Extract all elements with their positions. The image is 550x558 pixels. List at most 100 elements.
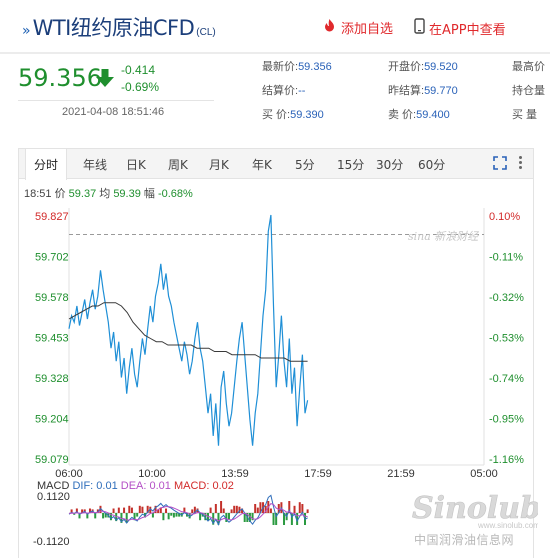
macd-y-tick-bottom: -0.1120	[33, 536, 70, 548]
macd-bar	[86, 513, 89, 519]
macd-bar	[188, 513, 191, 519]
tab-2[interactable]: 日K	[126, 158, 146, 172]
stat-item: 结算价:--	[262, 82, 305, 98]
sinolub-logo: Sinolub www.sinolub.com	[412, 491, 538, 530]
macd-bar	[288, 501, 291, 513]
macd-bar	[138, 505, 141, 513]
y-pct-tick-label: -0.11%	[489, 252, 523, 264]
macd-dea: DEA: 0.01	[121, 480, 174, 492]
stat-label: 昨结算:	[388, 85, 425, 97]
macd-bar	[306, 509, 309, 513]
stat-item: 买 价:59.390	[262, 106, 324, 122]
macd-bar	[104, 513, 107, 518]
macd-bar	[162, 513, 165, 521]
stat-label: 卖 价:	[388, 109, 417, 121]
change-value: -0.414	[121, 63, 156, 77]
macd-bar	[183, 507, 186, 513]
macd-bar	[290, 513, 293, 525]
macd-bar	[178, 513, 181, 517]
macd-bar	[235, 505, 238, 513]
tab-3[interactable]: 周K	[168, 158, 188, 172]
intraday-chart[interactable]: 59.827 0.10% 59.702 -0.11% 59.578 -0.32% 59.45…	[19, 149, 533, 558]
stat-item: 最高价	[512, 58, 545, 74]
instrument-name: WTI纽约原油CFD	[32, 16, 195, 40]
macd-bar	[130, 507, 133, 513]
info-amp-label: 幅	[143, 188, 155, 200]
macd-bar	[222, 508, 225, 513]
arrow-down-icon	[96, 69, 114, 87]
macd-bar	[146, 505, 149, 513]
y-tick-label: 59.079	[35, 454, 69, 466]
macd-bar	[78, 513, 81, 519]
macd-bar	[204, 513, 207, 521]
macd-bar	[157, 509, 160, 513]
price-series-line	[68, 214, 309, 446]
macd-dif: DIF: 0.01	[72, 480, 120, 492]
macd-bar	[220, 501, 223, 513]
stat-item: 持仓量	[512, 82, 545, 98]
macd-bar	[269, 508, 272, 513]
macd-bar	[141, 506, 144, 513]
stat-item: 昨结算:59.770	[388, 82, 458, 98]
info-time: 18:51	[24, 188, 52, 200]
add-favorite-label: 添加自选	[341, 22, 394, 37]
info-amp: -0.68%	[157, 188, 193, 200]
macd-bar	[175, 513, 178, 517]
macd-value: MACD: 0.02	[174, 480, 234, 492]
stat-value: 59.356	[298, 61, 332, 73]
tab-1[interactable]: 年线	[83, 158, 108, 172]
stat-label: 结算价:	[262, 85, 299, 97]
quote-divider	[18, 100, 214, 101]
macd-bar	[259, 502, 262, 513]
macd-bar	[128, 505, 131, 513]
macd-bar	[199, 513, 202, 521]
macd-bar	[254, 504, 257, 513]
macd-bar	[165, 508, 168, 513]
macd-bar	[75, 508, 78, 513]
tab-5[interactable]: 年K	[252, 158, 272, 172]
macd-label: MACD	[37, 480, 72, 492]
macd-bar	[225, 513, 228, 522]
x-tick-label: 13:59	[221, 468, 249, 480]
macd-bar	[233, 505, 236, 513]
macd-bar	[109, 513, 112, 521]
tab-8[interactable]: 30分	[376, 158, 404, 172]
stat-label: 买 价:	[262, 109, 291, 121]
tab-7[interactable]: 15分	[337, 158, 365, 172]
crosshair-info: 18:51 价 59.37 均 59.39 幅 -0.68%	[24, 185, 193, 201]
macd-bar	[293, 505, 296, 513]
macd-bar	[149, 506, 152, 513]
stat-value: 59.520	[424, 61, 458, 73]
quote-time: 2021-04-08 18:51:46	[62, 106, 165, 118]
instrument-title: » WTI纽约原油CFD (CL)	[22, 12, 216, 42]
stat-item: 开盘价:59.520	[388, 58, 458, 74]
add-favorite-button[interactable]: 添加自选	[322, 18, 393, 37]
macd-bar	[196, 508, 199, 513]
period-tabs: 分时 年线 日K 周K 月K 年K 5分 15分 30分 60分	[19, 149, 533, 180]
y-tick-label: 59.827	[35, 211, 69, 223]
x-tick-label: 10:00	[138, 468, 166, 480]
macd-bar	[81, 509, 84, 513]
tab-6[interactable]: 5分	[295, 158, 315, 172]
macd-bar	[243, 513, 246, 522]
macd-bar	[283, 513, 286, 525]
y-tick-label: 59.328	[35, 373, 69, 385]
macd-bar	[227, 513, 230, 520]
macd-bar	[251, 513, 254, 521]
info-price-label: 价	[54, 188, 66, 200]
macd-bar	[123, 507, 126, 513]
phone-icon	[414, 18, 425, 38]
y-pct-tick-label: -0.53%	[489, 333, 524, 345]
tab-4[interactable]: 月K	[209, 158, 229, 172]
view-in-app-button[interactable]: 在APP中查看	[414, 18, 506, 38]
y-pct-tick-label: -0.95%	[489, 414, 524, 426]
macd-bar	[256, 507, 259, 513]
svg-text:Sinolub: Sinolub	[412, 491, 538, 526]
macd-bar	[272, 513, 275, 525]
tab-0[interactable]: 分时	[25, 149, 68, 180]
tab-9[interactable]: 60分	[418, 158, 446, 172]
svg-text:www.sinolub.com: www.sinolub.com	[477, 521, 538, 530]
more-menu-icon[interactable]	[519, 161, 522, 164]
macd-bar	[277, 504, 280, 513]
fullscreen-icon[interactable]	[493, 156, 507, 170]
